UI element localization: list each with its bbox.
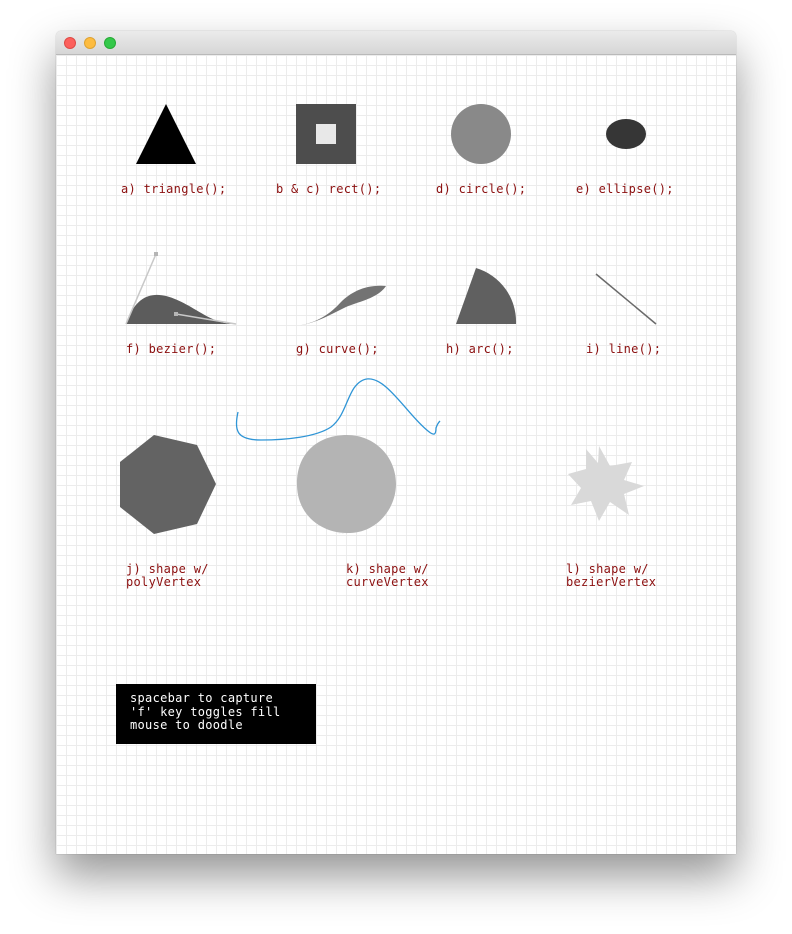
zoom-button[interactable] xyxy=(104,37,116,49)
label-triangle: a) triangle(); xyxy=(121,182,227,196)
bezier-control-line-1 xyxy=(125,253,157,325)
title-bar[interactable] xyxy=(56,31,736,55)
shapes-layer xyxy=(120,104,657,534)
close-button[interactable] xyxy=(64,37,76,49)
triangle-shape xyxy=(136,104,196,164)
bezier-vertex-star-shape xyxy=(568,446,644,521)
bezier-control-point-2 xyxy=(174,312,178,316)
label-bezier: f) bezier(); xyxy=(126,342,217,356)
label-poly-vertex-line1: j) shape w/ xyxy=(126,562,209,576)
label-circle: d) circle(); xyxy=(436,182,527,196)
curve-vertex-blob-shape xyxy=(296,435,396,534)
instructions-box: spacebar to capture 'f' key toggles fill… xyxy=(116,684,316,744)
app-window: a) triangle(); b & c) rect(); d) circle(… xyxy=(56,31,736,854)
label-bezier-vertex-line1: l) shape w/ xyxy=(566,562,649,576)
label-curve-vertex-line1: k) shape w/ xyxy=(346,562,429,576)
ellipse-shape xyxy=(606,119,646,149)
label-ellipse: e) ellipse(); xyxy=(576,182,674,196)
minimize-button[interactable] xyxy=(84,37,96,49)
label-curve-vertex-line2: curveVertex xyxy=(346,575,429,589)
label-curve: g) curve(); xyxy=(296,342,379,356)
inner-rect-shape xyxy=(316,124,336,144)
sketch-canvas[interactable]: a) triangle(); b & c) rect(); d) circle(… xyxy=(56,55,736,854)
label-line: i) line(); xyxy=(586,342,662,356)
label-bezier-vertex-line2: bezierVertex xyxy=(566,575,657,589)
label-poly-vertex-line2: polyVertex xyxy=(126,575,202,589)
line-shape xyxy=(595,273,657,325)
bezier-control-point-1 xyxy=(154,252,158,256)
arc-shape xyxy=(456,268,517,324)
instruction-doodle: mouse to doodle xyxy=(130,718,243,732)
instruction-capture: spacebar to capture xyxy=(130,691,273,705)
heptagon-shape xyxy=(120,435,216,534)
curve-shape xyxy=(296,285,386,326)
instruction-fill-toggle: 'f' key toggles fill xyxy=(130,704,281,719)
circle-shape xyxy=(451,104,511,164)
label-arc: h) arc(); xyxy=(446,342,514,356)
bezier-shape xyxy=(126,294,236,324)
bezier-control-line-2 xyxy=(175,313,237,325)
label-rect: b & c) rect(); xyxy=(276,182,382,196)
mouse-doodle-stroke xyxy=(235,378,441,441)
